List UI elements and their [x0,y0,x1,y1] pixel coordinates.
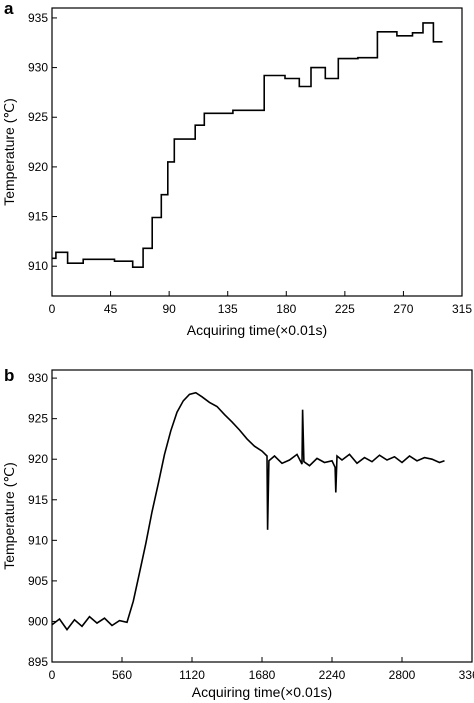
panel-a-x-tick-label: 180 [276,302,296,316]
panel-a-x-tick-label: 135 [218,302,238,316]
panel-b-y-tick-label: 930 [28,371,48,385]
panel-b-letter: b [4,366,14,385]
panel-b-y-tick-label: 905 [28,574,48,588]
panel-a-y-tick-label: 930 [28,61,48,75]
panel-b-x-axis-label: Acquiring time(×0.01s) [192,684,332,700]
panel-b-y-tick-label: 915 [28,493,48,507]
panel-a-plot-frame [51,7,463,297]
panel-a-y-tick-label: 910 [28,259,48,273]
panel-b-x-tick-label: 3360 [459,668,474,682]
panel-a-x-axis: 0 45 90 135 180 225 270 315 [49,291,472,316]
panel-a-x-tick-label: 225 [335,302,355,316]
panel-b-x-axis: 0 560 1120 1680 2240 2800 3360 [49,657,474,682]
chart-panel-b: b 0 560 1120 1680 2240 2800 3360 895 900 905 910 9… [1,366,474,700]
panel-a-x-axis-label: Acquiring time(×0.01s) [187,322,327,338]
panel-a-x-tick-label: 90 [162,302,176,316]
panel-a-y-tick-label: 915 [28,210,48,224]
panel-b-y-tick-label: 895 [28,655,48,669]
panel-b-x-tick-label: 2240 [319,668,346,682]
panel-a-y-axis: 910 915 920 925 930 935 [28,11,57,273]
panel-b-y-tick-label: 920 [28,452,48,466]
panel-b-y-axis-label: Temperature (℃) [1,462,17,570]
panel-a-x-tick-label: 45 [104,302,118,316]
panel-b-y-tick-label: 900 [28,614,48,628]
panel-a-y-tick-label: 920 [28,160,48,174]
panel-b-x-tick-label: 1120 [179,668,205,682]
panel-b-x-tick-label: 0 [49,668,56,682]
panel-a-x-tick-label: 270 [393,302,413,316]
panel-b-y-tick-label: 925 [28,412,48,426]
panel-b-x-tick-label: 2800 [389,668,416,682]
panel-a-series-line [52,22,443,268]
panel-b-x-tick-label: 1680 [249,668,276,682]
panel-a-letter: a [4,0,14,18]
panel-a-x-tick-label: 0 [49,302,56,316]
panel-b-plot-frame [51,369,473,663]
panel-b-y-axis: 895 900 905 910 915 920 925 930 [28,371,57,669]
chart-panel-a: a 0 45 90 135 180 225 270 315 910 915 920 925 930 93… [1,0,472,338]
panel-a-y-tick-label: 925 [28,110,48,124]
panel-b-series-line [51,391,445,631]
panel-a-y-axis-label: Temperature (℃) [1,98,17,206]
panel-a-y-tick-label: 935 [28,11,48,25]
panel-a-x-tick-label: 315 [452,302,472,316]
panel-b-x-tick-label: 560 [112,668,132,682]
panel-b-y-tick-label: 910 [28,533,48,547]
